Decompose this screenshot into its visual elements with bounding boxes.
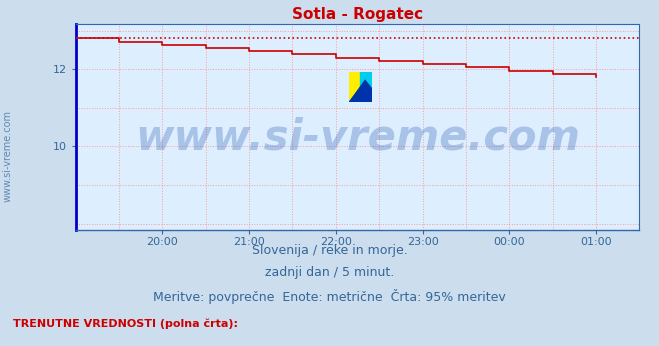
Polygon shape [349, 72, 360, 102]
Title: Sotla - Rogatec: Sotla - Rogatec [292, 7, 423, 22]
Text: www.si-vreme.com: www.si-vreme.com [135, 117, 580, 158]
Text: zadnji dan / 5 minut.: zadnji dan / 5 minut. [265, 266, 394, 280]
Text: Meritve: povprečne  Enote: metrične  Črta: 95% meritev: Meritve: povprečne Enote: metrične Črta:… [153, 289, 506, 304]
Polygon shape [360, 72, 372, 102]
Polygon shape [349, 72, 372, 102]
Text: TRENUTNE VREDNOSTI (polna črta):: TRENUTNE VREDNOSTI (polna črta): [13, 318, 238, 329]
Polygon shape [360, 72, 372, 87]
Text: www.si-vreme.com: www.si-vreme.com [3, 110, 13, 202]
Text: Slovenija / reke in morje.: Slovenija / reke in morje. [252, 244, 407, 257]
